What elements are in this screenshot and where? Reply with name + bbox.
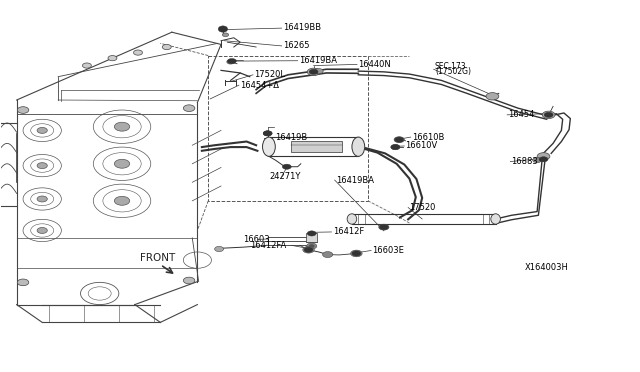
Text: 16610B: 16610B (412, 132, 444, 142)
Text: 16603: 16603 (243, 235, 270, 244)
Text: 16419BB: 16419BB (283, 23, 321, 32)
Text: 16419BA: 16419BA (299, 56, 337, 65)
Circle shape (17, 279, 29, 286)
Circle shape (391, 144, 400, 150)
Circle shape (263, 131, 272, 136)
Circle shape (391, 144, 400, 150)
Text: 17520: 17520 (410, 203, 436, 212)
Circle shape (227, 60, 234, 64)
Circle shape (309, 69, 318, 74)
Circle shape (214, 246, 223, 251)
Circle shape (379, 224, 389, 230)
Text: 16454: 16454 (508, 110, 535, 119)
Circle shape (227, 58, 236, 64)
Circle shape (394, 137, 404, 142)
Circle shape (183, 105, 195, 112)
Bar (306, 234, 317, 242)
Circle shape (351, 250, 362, 257)
Circle shape (37, 128, 47, 134)
Text: 16412F: 16412F (333, 227, 364, 237)
Circle shape (314, 68, 323, 74)
Text: FRONT: FRONT (140, 253, 175, 263)
Circle shape (218, 26, 227, 31)
Ellipse shape (491, 214, 500, 224)
Circle shape (263, 131, 272, 136)
Circle shape (532, 157, 541, 163)
Circle shape (304, 247, 313, 252)
Circle shape (218, 27, 227, 32)
Text: 16440N: 16440N (358, 60, 391, 69)
Circle shape (134, 50, 143, 55)
Ellipse shape (262, 137, 275, 156)
Circle shape (307, 231, 316, 236)
Circle shape (323, 251, 333, 257)
Circle shape (352, 251, 361, 256)
Text: 16454+Δ: 16454+Δ (240, 81, 279, 90)
Circle shape (163, 44, 172, 49)
Circle shape (307, 68, 320, 76)
Circle shape (395, 137, 404, 142)
Circle shape (542, 111, 555, 119)
Text: 16412FA: 16412FA (250, 241, 286, 250)
Text: 16419BA: 16419BA (336, 176, 374, 185)
Circle shape (115, 122, 130, 131)
Circle shape (307, 243, 317, 249)
Circle shape (486, 93, 499, 100)
Circle shape (539, 157, 548, 162)
Text: 16265: 16265 (283, 41, 310, 51)
Circle shape (37, 196, 47, 202)
Circle shape (115, 159, 130, 168)
Circle shape (17, 107, 29, 113)
Circle shape (115, 196, 130, 205)
Circle shape (303, 246, 314, 253)
Circle shape (380, 225, 388, 230)
Circle shape (83, 63, 92, 68)
Ellipse shape (347, 214, 356, 224)
Circle shape (108, 55, 117, 61)
Text: X164003H: X164003H (524, 263, 568, 272)
Text: 17520L: 17520L (254, 70, 285, 79)
Circle shape (37, 228, 47, 234)
Ellipse shape (352, 137, 365, 156)
Circle shape (183, 277, 195, 284)
Text: 16419B: 16419B (275, 132, 308, 142)
Text: (17502G): (17502G) (435, 67, 471, 76)
Bar (208, 55, 368, 201)
Text: SEC.173: SEC.173 (435, 62, 467, 71)
Circle shape (544, 112, 553, 118)
Text: 16610V: 16610V (406, 141, 438, 150)
Text: 16883: 16883 (511, 157, 538, 166)
Circle shape (222, 33, 228, 37)
Text: 24271Y: 24271Y (269, 172, 300, 181)
Circle shape (309, 244, 314, 247)
Bar (291, 141, 342, 152)
Circle shape (537, 153, 550, 160)
Circle shape (37, 163, 47, 169)
Text: 16603E: 16603E (372, 246, 404, 255)
Circle shape (282, 164, 291, 169)
